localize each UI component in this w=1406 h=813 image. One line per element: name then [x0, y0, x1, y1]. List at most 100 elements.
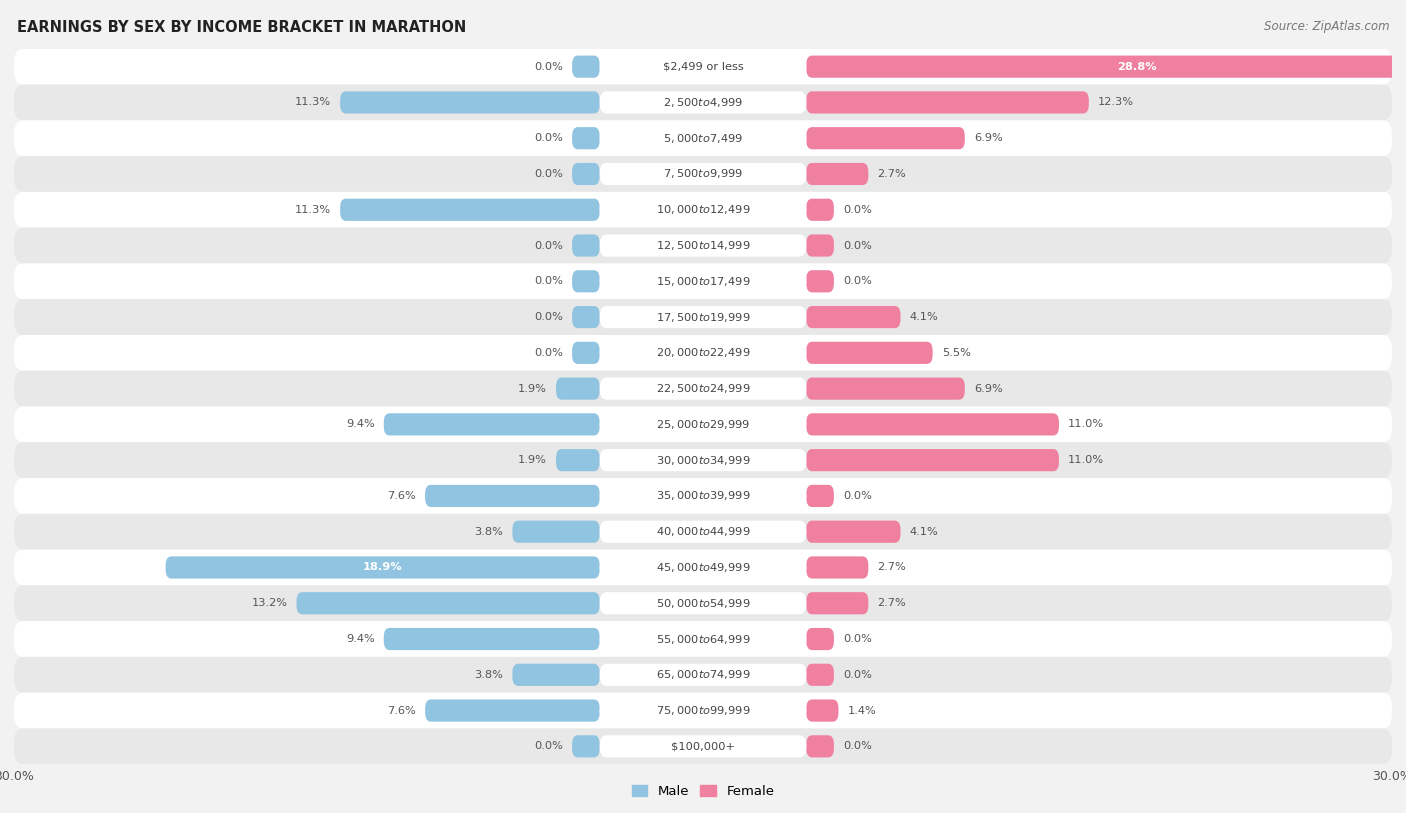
FancyBboxPatch shape	[14, 693, 1392, 728]
FancyBboxPatch shape	[599, 270, 807, 293]
Text: $22,500 to $24,999: $22,500 to $24,999	[655, 382, 751, 395]
Text: 0.0%: 0.0%	[534, 241, 562, 250]
Text: 0.0%: 0.0%	[534, 276, 562, 286]
FancyBboxPatch shape	[572, 270, 599, 293]
Legend: Male, Female: Male, Female	[626, 780, 780, 803]
Text: $45,000 to $49,999: $45,000 to $49,999	[655, 561, 751, 574]
FancyBboxPatch shape	[512, 520, 599, 543]
FancyBboxPatch shape	[599, 699, 807, 722]
FancyBboxPatch shape	[14, 478, 1392, 514]
FancyBboxPatch shape	[14, 514, 1392, 550]
Text: 0.0%: 0.0%	[534, 348, 562, 358]
FancyBboxPatch shape	[807, 270, 834, 293]
FancyBboxPatch shape	[572, 127, 599, 150]
Text: 0.0%: 0.0%	[844, 276, 872, 286]
Text: $2,499 or less: $2,499 or less	[662, 62, 744, 72]
Text: $10,000 to $12,499: $10,000 to $12,499	[655, 203, 751, 216]
Text: 3.8%: 3.8%	[474, 670, 503, 680]
Text: 12.3%: 12.3%	[1098, 98, 1135, 107]
Text: 28.8%: 28.8%	[1118, 62, 1157, 72]
FancyBboxPatch shape	[572, 341, 599, 364]
Text: $75,000 to $99,999: $75,000 to $99,999	[655, 704, 751, 717]
Text: 0.0%: 0.0%	[844, 241, 872, 250]
FancyBboxPatch shape	[807, 163, 869, 185]
FancyBboxPatch shape	[807, 449, 1059, 472]
FancyBboxPatch shape	[599, 663, 807, 686]
FancyBboxPatch shape	[807, 663, 834, 686]
Text: $55,000 to $64,999: $55,000 to $64,999	[655, 633, 751, 646]
FancyBboxPatch shape	[166, 556, 599, 579]
Text: $65,000 to $74,999: $65,000 to $74,999	[655, 668, 751, 681]
FancyBboxPatch shape	[14, 299, 1392, 335]
FancyBboxPatch shape	[807, 735, 834, 758]
Text: $20,000 to $22,499: $20,000 to $22,499	[655, 346, 751, 359]
FancyBboxPatch shape	[340, 198, 599, 221]
FancyBboxPatch shape	[807, 520, 900, 543]
FancyBboxPatch shape	[599, 485, 807, 507]
FancyBboxPatch shape	[555, 377, 599, 400]
FancyBboxPatch shape	[599, 377, 807, 400]
Text: 3.8%: 3.8%	[474, 527, 503, 537]
FancyBboxPatch shape	[425, 485, 599, 507]
Text: $12,500 to $14,999: $12,500 to $14,999	[655, 239, 751, 252]
FancyBboxPatch shape	[14, 156, 1392, 192]
Text: $5,000 to $7,499: $5,000 to $7,499	[664, 132, 742, 145]
FancyBboxPatch shape	[14, 657, 1392, 693]
Text: 11.0%: 11.0%	[1069, 420, 1104, 429]
FancyBboxPatch shape	[599, 127, 807, 150]
Text: 13.2%: 13.2%	[252, 598, 287, 608]
FancyBboxPatch shape	[807, 377, 965, 400]
Text: $17,500 to $19,999: $17,500 to $19,999	[655, 311, 751, 324]
Text: $15,000 to $17,499: $15,000 to $17,499	[655, 275, 751, 288]
Text: 2.7%: 2.7%	[877, 563, 907, 572]
FancyBboxPatch shape	[14, 120, 1392, 156]
Text: 6.9%: 6.9%	[974, 384, 1002, 393]
FancyBboxPatch shape	[425, 699, 599, 722]
Text: 7.6%: 7.6%	[387, 706, 416, 715]
Text: $2,500 to $4,999: $2,500 to $4,999	[664, 96, 742, 109]
FancyBboxPatch shape	[807, 699, 838, 722]
Text: 0.0%: 0.0%	[844, 670, 872, 680]
FancyBboxPatch shape	[572, 234, 599, 257]
FancyBboxPatch shape	[512, 663, 599, 686]
FancyBboxPatch shape	[384, 628, 599, 650]
FancyBboxPatch shape	[599, 91, 807, 114]
FancyBboxPatch shape	[599, 449, 807, 472]
FancyBboxPatch shape	[14, 85, 1392, 120]
Text: 9.4%: 9.4%	[346, 420, 374, 429]
FancyBboxPatch shape	[14, 406, 1392, 442]
FancyBboxPatch shape	[807, 413, 1059, 436]
Text: 4.1%: 4.1%	[910, 312, 938, 322]
Text: 2.7%: 2.7%	[877, 598, 907, 608]
FancyBboxPatch shape	[807, 91, 1088, 114]
Text: $7,500 to $9,999: $7,500 to $9,999	[664, 167, 742, 180]
FancyBboxPatch shape	[14, 371, 1392, 406]
FancyBboxPatch shape	[807, 485, 834, 507]
Text: 6.9%: 6.9%	[974, 133, 1002, 143]
Text: $100,000+: $100,000+	[671, 741, 735, 751]
Text: 18.9%: 18.9%	[363, 563, 402, 572]
Text: 5.5%: 5.5%	[942, 348, 970, 358]
Text: $35,000 to $39,999: $35,000 to $39,999	[655, 489, 751, 502]
Text: 4.1%: 4.1%	[910, 527, 938, 537]
FancyBboxPatch shape	[599, 592, 807, 615]
Text: 0.0%: 0.0%	[534, 741, 562, 751]
FancyBboxPatch shape	[14, 728, 1392, 764]
Text: $40,000 to $44,999: $40,000 to $44,999	[655, 525, 751, 538]
Text: 0.0%: 0.0%	[534, 312, 562, 322]
FancyBboxPatch shape	[807, 556, 869, 579]
FancyBboxPatch shape	[14, 263, 1392, 299]
Text: 9.4%: 9.4%	[346, 634, 374, 644]
FancyBboxPatch shape	[807, 341, 932, 364]
FancyBboxPatch shape	[14, 585, 1392, 621]
Text: 0.0%: 0.0%	[844, 634, 872, 644]
FancyBboxPatch shape	[599, 556, 807, 579]
FancyBboxPatch shape	[807, 306, 900, 328]
FancyBboxPatch shape	[807, 628, 834, 650]
Text: 11.3%: 11.3%	[295, 98, 330, 107]
Text: 0.0%: 0.0%	[534, 169, 562, 179]
FancyBboxPatch shape	[572, 163, 599, 185]
FancyBboxPatch shape	[555, 449, 599, 472]
Text: 0.0%: 0.0%	[844, 205, 872, 215]
FancyBboxPatch shape	[599, 628, 807, 650]
